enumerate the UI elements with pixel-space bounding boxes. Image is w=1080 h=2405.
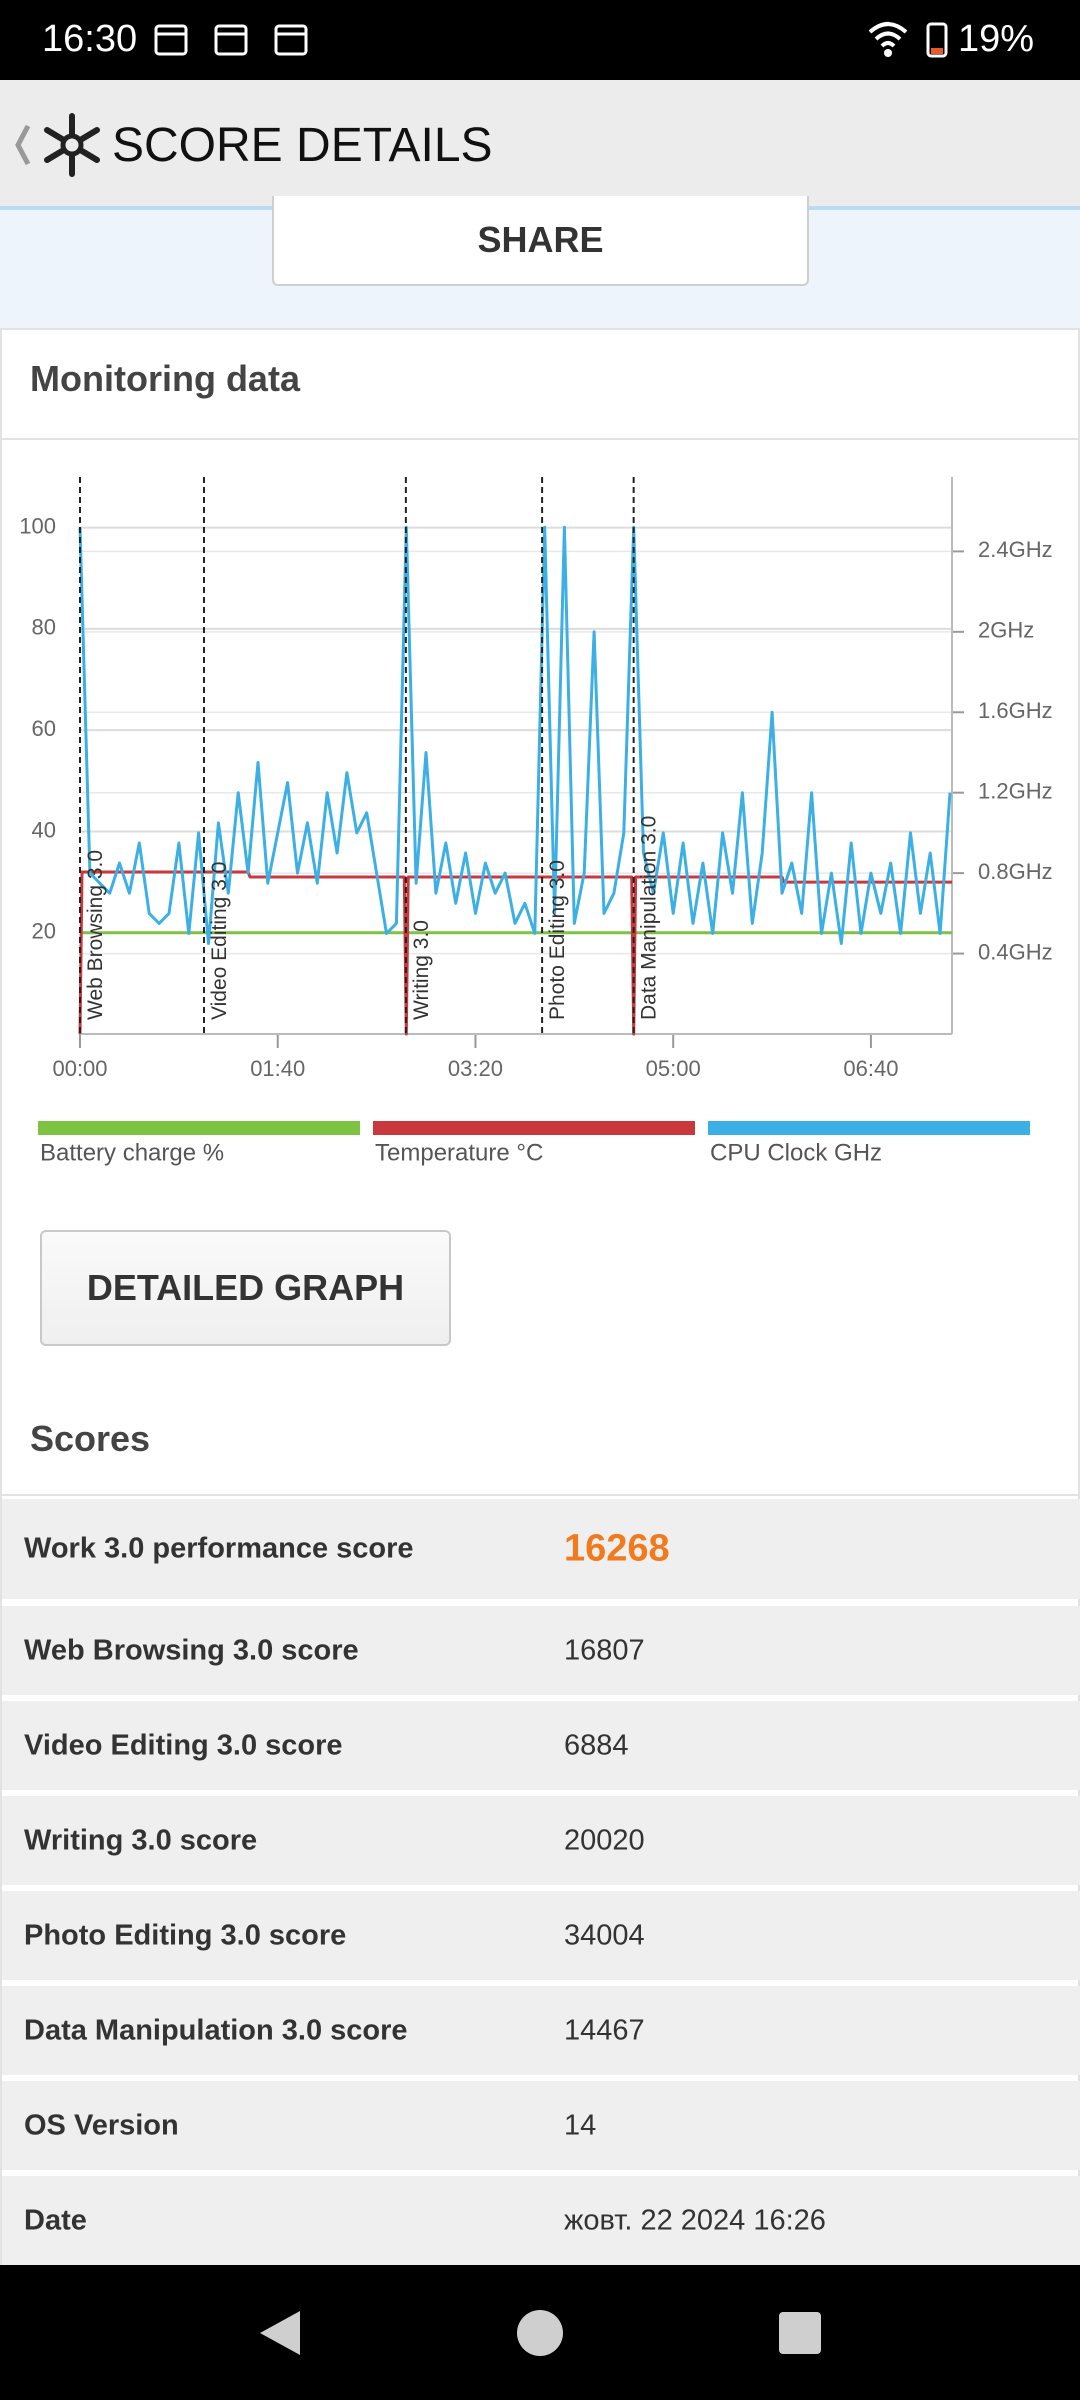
series-line <box>78 525 952 945</box>
row-label: Video Editing 3.0 score <box>24 1729 343 1761</box>
divider <box>0 1494 1080 1496</box>
navigation-bar <box>0 2265 1080 2400</box>
row-label: Date <box>24 2204 87 2236</box>
status-bar: 16:30 19% <box>0 0 1080 80</box>
phase-label: Writing 3.0 <box>410 920 433 1020</box>
clock: 16:30 <box>42 18 138 60</box>
score-row: Date жовт. 22 2024 16:26 <box>2 2176 1080 2265</box>
x-tick-label: 05:00 <box>646 1056 701 1081</box>
row-value: 20020 <box>564 1824 645 1856</box>
nav-buttons <box>260 2310 821 2356</box>
row-label: Writing 3.0 score <box>24 1824 258 1856</box>
row-value: 16268 <box>564 1527 670 1570</box>
screen-title: SCORE DETAILS <box>112 119 493 172</box>
x-tick-label: 03:20 <box>448 1056 503 1081</box>
home-key[interactable] <box>517 2310 563 2356</box>
y2-tick-label: 0.8GHz <box>978 859 1053 884</box>
row-label: Photo Editing 3.0 score <box>24 1919 347 1951</box>
back-button[interactable] <box>8 112 104 178</box>
divider <box>0 438 1080 440</box>
x-tick-label: 06:40 <box>843 1056 898 1081</box>
score-row: Photo Editing 3.0 score 34004 <box>2 1891 1080 1980</box>
y-tick-label: 20 <box>32 919 56 944</box>
monitoring-chart: 20 40 60 80 100 0.4GHz 0.8GHz 1.2GHz 1.6GHz 2GHz 2… <box>19 477 1053 1166</box>
notification-icons <box>154 24 308 56</box>
phase-label: Photo Editing 3.0 <box>546 860 569 1020</box>
y-tick-label: 40 <box>32 817 56 842</box>
plot-area <box>80 477 952 1034</box>
score-row: Work 3.0 performance score 16268 <box>2 1499 1080 1599</box>
y2-tick-label: 0.4GHz <box>978 939 1053 964</box>
score-row: Data Manipulation 3.0 score 14467 <box>2 1986 1080 2075</box>
legend-label: CPU Clock GHz <box>710 1139 882 1166</box>
score-row: Video Editing 3.0 score 6884 <box>2 1701 1080 1790</box>
phase-label: Data Manipulation 3.0 <box>638 816 661 1020</box>
x-tick-label: 00:00 <box>52 1056 107 1081</box>
row-label: Work 3.0 performance score <box>24 1532 414 1565</box>
recents-key[interactable] <box>779 2312 821 2354</box>
legend-label: Temperature °C <box>375 1139 543 1166</box>
y2-tick-label: 1.6GHz <box>978 698 1053 723</box>
system-icons <box>868 22 948 58</box>
row-label: Data Manipulation 3.0 score <box>24 2014 408 2046</box>
section-title: Monitoring data <box>30 358 300 399</box>
score-row: Web Browsing 3.0 score 16807 <box>2 1606 1080 1695</box>
detailed-graph-button[interactable]: DETAILED GRAPH <box>40 1230 451 1346</box>
app-bar: SCORE DETAILS <box>0 80 1080 210</box>
score-row: Writing 3.0 score 20020 <box>2 1796 1080 1885</box>
y-tick-label: 60 <box>32 716 56 741</box>
legend-swatch <box>38 1121 360 1135</box>
x-tick-label: 01:40 <box>250 1056 305 1081</box>
y2-tick-label: 2GHz <box>978 618 1034 643</box>
legend-label: Battery charge % <box>40 1139 224 1166</box>
row-value: жовт. 22 2024 16:26 <box>564 2204 826 2236</box>
legend-swatch <box>708 1121 1030 1135</box>
phase-label: Video Editing 3.0 <box>208 862 231 1020</box>
y-tick-label: 100 <box>19 513 56 538</box>
row-value: 34004 <box>564 1919 645 1951</box>
back-key[interactable] <box>260 2311 300 2355</box>
row-value: 16807 <box>564 1634 645 1666</box>
row-label: OS Version <box>24 2109 179 2141</box>
row-value: 6884 <box>564 1729 629 1761</box>
battery-level: 19% <box>958 18 1035 60</box>
y2-tick-label: 2.4GHz <box>978 537 1053 562</box>
legend-swatch <box>373 1121 695 1135</box>
row-value: 14 <box>564 2109 597 2141</box>
section-title: Scores <box>30 1418 151 1459</box>
y2-tick-label: 1.2GHz <box>978 779 1053 804</box>
phase-label: Web Browsing 3.0 <box>84 850 107 1020</box>
row-value: 14467 <box>564 2014 645 2046</box>
share-button[interactable]: SHARE <box>272 196 809 286</box>
score-row: OS Version 14 <box>2 2081 1080 2170</box>
row-label: Web Browsing 3.0 score <box>24 1634 359 1666</box>
y-tick-label: 80 <box>32 615 56 640</box>
